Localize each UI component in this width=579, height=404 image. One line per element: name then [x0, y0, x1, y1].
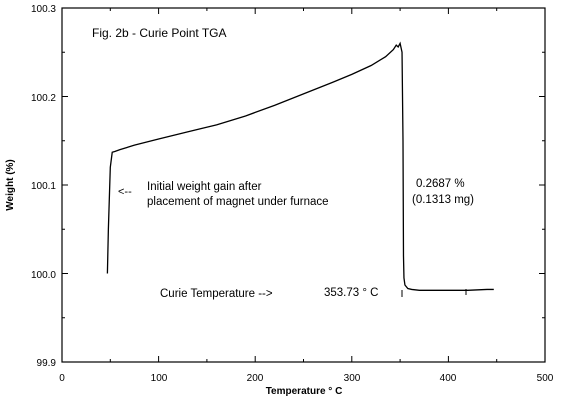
x-tick-label-400: 400 — [440, 373, 457, 384]
gain-annotation-line2: placement of magnet under furnace — [147, 196, 329, 208]
x-tick-label-100: 100 — [151, 373, 168, 384]
y-tick-label-100-2: 100.2 — [31, 93, 56, 104]
gain-annotation-line1: Initial weight gain after — [147, 181, 262, 193]
x-tick-label-300: 300 — [344, 373, 361, 384]
y-axis-title: Weight (%) — [5, 159, 16, 210]
curie-temperature-label: Curie Temperature --> — [160, 288, 273, 300]
x-tick-label-0: 0 — [59, 373, 65, 384]
loss-mass-label: (0.1313 mg) — [412, 194, 474, 206]
gain-arrow: <-- — [118, 186, 132, 198]
curie-temperature-value: 353.73 ° C — [324, 287, 378, 299]
y-tick-label-99-9: 99.9 — [37, 358, 57, 369]
plot-frame — [61, 7, 546, 363]
x-tick-label-500: 500 — [537, 373, 554, 384]
chart-title: Fig. 2b - Curie Point TGA — [92, 26, 227, 40]
axis-ticks — [61, 7, 546, 363]
y-tick-label-100-1: 100.1 — [31, 181, 56, 192]
y-tick-label-100-0: 100.0 — [31, 270, 56, 281]
y-tick-label-100-3: 100.3 — [31, 4, 56, 15]
weight-series-line — [106, 41, 494, 291]
x-axis-title: Temperature ° C — [266, 386, 343, 397]
x-tick-label-200: 200 — [247, 373, 264, 384]
loss-percent-label: 0.2687 % — [416, 178, 465, 190]
